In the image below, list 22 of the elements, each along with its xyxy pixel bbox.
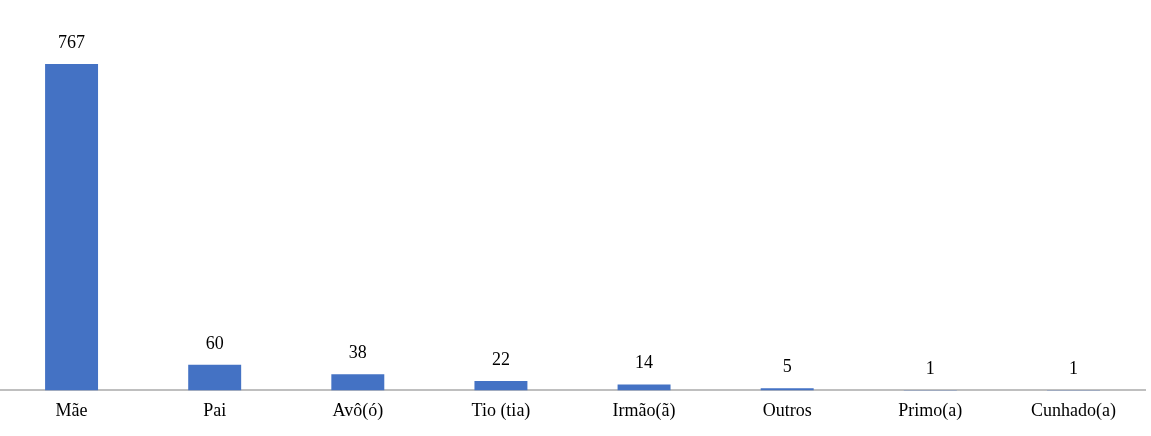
x-tick-label: Outros	[762, 399, 812, 420]
data-label: 22	[491, 348, 510, 369]
data-label: 767	[58, 31, 86, 52]
data-label: 5	[782, 356, 792, 377]
x-tick-label: Mãe	[55, 399, 88, 420]
bar	[331, 374, 385, 391]
data-label: 1	[1068, 357, 1078, 378]
data-label: 38	[348, 341, 367, 362]
bar	[474, 381, 528, 391]
bar	[760, 388, 814, 391]
x-tick-label: Irmão(ã)	[612, 399, 676, 421]
x-tick-label: Tio (tia)	[471, 399, 531, 421]
bar	[45, 64, 99, 391]
bar	[188, 364, 242, 391]
bar	[617, 384, 671, 391]
data-label: 14	[635, 352, 654, 373]
x-tick-label: Primo(a)	[898, 399, 963, 421]
data-label: 1	[925, 357, 935, 378]
data-label: 60	[205, 332, 224, 353]
x-tick-label: Avô(ó)	[332, 399, 384, 421]
x-tick-label: Cunhado(a)	[1030, 399, 1116, 421]
x-tick-label: Pai	[203, 399, 227, 420]
